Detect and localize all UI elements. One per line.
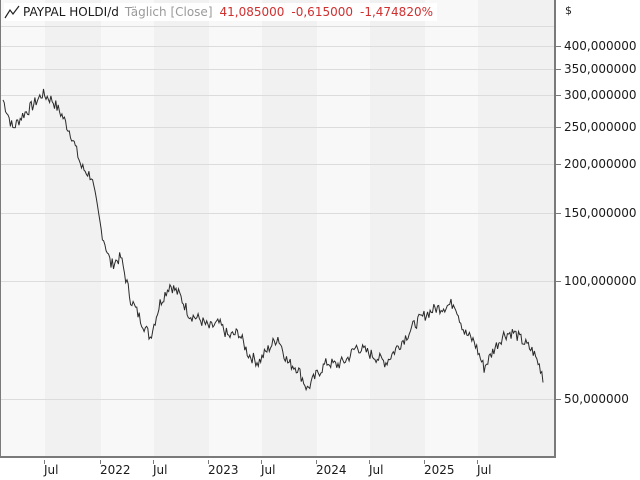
- y-tick-label: 300,000000: [564, 88, 637, 102]
- chart-plot-area[interactable]: PAYPAL HOLDI/d Täglich [Close] 41,085000…: [0, 0, 556, 458]
- x-tick-label: 2022: [100, 463, 131, 477]
- x-tick-label: Jul: [153, 463, 168, 477]
- gridline: [1, 164, 554, 165]
- y-tick-label: 100,000000: [564, 274, 637, 288]
- gridline: [1, 69, 554, 70]
- last-price: 41,085000: [219, 5, 285, 19]
- period-band: [478, 0, 554, 456]
- x-tick: [424, 460, 425, 464]
- gridline: [1, 399, 554, 400]
- y-tick: [556, 213, 561, 214]
- gridline: [1, 127, 554, 128]
- x-tick-label: 2024: [316, 463, 347, 477]
- x-tick: [208, 460, 209, 464]
- chart-legend: PAYPAL HOLDI/d Täglich [Close] 41,085000…: [4, 3, 437, 21]
- gridline: [1, 95, 554, 96]
- x-tick-label: 2023: [208, 463, 239, 477]
- y-tick: [556, 46, 561, 47]
- y-tick-label: 150,000000: [564, 206, 637, 220]
- currency-label: $: [565, 4, 572, 17]
- period-band: [45, 0, 101, 456]
- x-tick: [477, 460, 478, 464]
- x-tick: [44, 460, 45, 464]
- gridline: [1, 213, 554, 214]
- x-tick-label: Jul: [44, 463, 59, 477]
- y-tick: [556, 127, 561, 128]
- x-tick-label: Jul: [261, 463, 276, 477]
- period-band: [154, 0, 209, 456]
- x-tick-label: Jul: [369, 463, 384, 477]
- x-tick-label: Jul: [477, 463, 492, 477]
- line-chart-icon: [4, 5, 20, 19]
- y-tick-label: 350,000000: [564, 62, 637, 76]
- x-tick: [261, 460, 262, 464]
- x-tick: [100, 460, 101, 464]
- price-change-percent: -1,474820%: [360, 5, 433, 19]
- period-label: Täglich [Close]: [124, 5, 213, 19]
- price-line: [2, 88, 544, 392]
- period-band: [370, 0, 425, 456]
- y-tick: [556, 164, 561, 165]
- y-tick: [556, 69, 561, 70]
- price-change: -0,615000: [291, 5, 353, 19]
- x-tick-label: 2025: [424, 463, 455, 477]
- y-tick: [556, 399, 561, 400]
- y-tick-label: 400,000000: [564, 39, 637, 53]
- period-band: [262, 0, 317, 456]
- y-tick: [556, 95, 561, 96]
- symbol-name: PAYPAL HOLDI/d: [23, 5, 119, 19]
- x-tick: [369, 460, 370, 464]
- gridline: [1, 46, 554, 47]
- y-tick-label: 250,000000: [564, 120, 637, 134]
- gridline: [1, 26, 554, 27]
- y-tick: [556, 281, 561, 282]
- x-tick: [316, 460, 317, 464]
- y-tick-label: 50,000000: [564, 392, 629, 406]
- y-tick-label: 200,000000: [564, 157, 637, 171]
- gridline: [1, 281, 554, 282]
- x-tick: [153, 460, 154, 464]
